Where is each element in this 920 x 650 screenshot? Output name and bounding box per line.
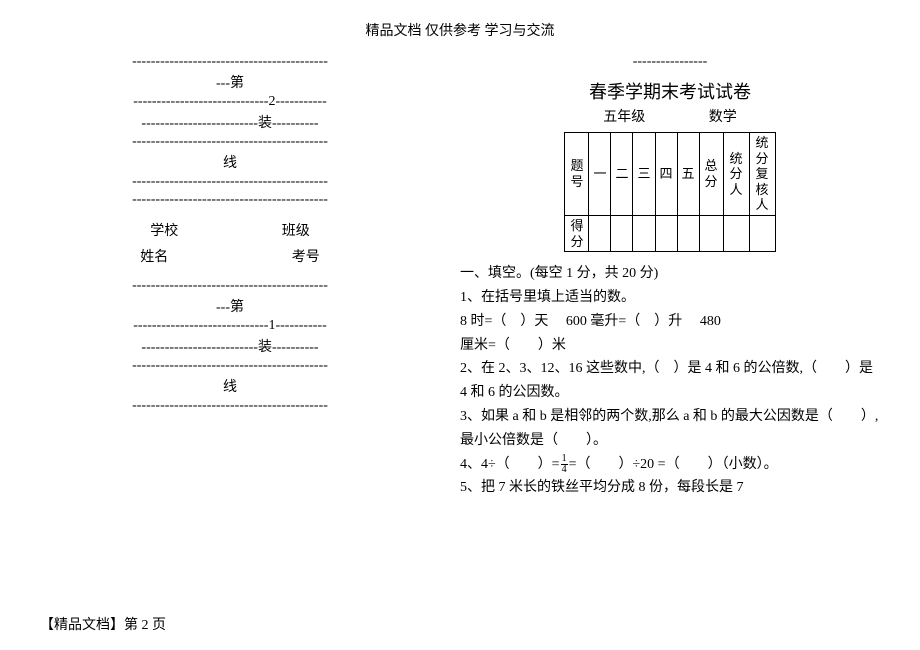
dash-num-2: -----------------------------2----------… <box>40 94 420 110</box>
exam-label: 考号 <box>292 246 320 266</box>
columns: ---------------- ------------------------… <box>40 52 880 500</box>
dash-line: ----------------------------------------… <box>40 358 420 374</box>
school-class-row: 学校 班级 <box>40 220 420 240</box>
name-exam-row: 姓名 考号 <box>40 246 420 266</box>
q1-part-c: 480 <box>700 314 721 329</box>
name-label: 姓名 <box>140 246 168 266</box>
dash-line: ----------------------------------------… <box>40 192 420 208</box>
marker-di: ---第 <box>40 72 420 92</box>
left-column: ----------------------------------------… <box>40 52 420 500</box>
cell: 三 <box>633 133 655 216</box>
cell: 统分复核人 <box>749 133 775 216</box>
zhuang-line: -------------------------装---------- <box>40 112 420 132</box>
cell <box>611 215 633 251</box>
cell: 总分 <box>699 133 723 216</box>
exam-subtitle: 五年级 数学 <box>460 106 880 126</box>
q3: 3、如果 a 和 b 是相邻的两个数,那么 a 和 b 的最大公因数是（ ）,最… <box>460 405 880 453</box>
q1-line1: 8 时=（ ）天 600 毫升=（ ）升 480 <box>460 310 880 334</box>
cell <box>655 215 677 251</box>
subject-label: 数学 <box>709 106 737 126</box>
cell: 一 <box>589 133 611 216</box>
right-column: ---------------- 春季学期末考试试卷 五年级 数学 题号 一 二… <box>460 52 880 500</box>
q1-part-a: 8 时=（ ）天 <box>460 314 548 329</box>
table-row: 得分 <box>565 215 775 251</box>
school-label: 学校 <box>150 220 178 240</box>
q4: 4、4÷（ ）=14=（ ）÷20 =（ ）（小数）。 <box>460 453 880 477</box>
q4-b: =（ ）÷20 =（ ）（小数）。 <box>569 457 778 472</box>
dash-line: ----------------------------------------… <box>40 174 420 190</box>
page-footer: 【精品文档】第 2 页 <box>40 614 166 634</box>
dash-line: ----------------------------------------… <box>40 54 420 70</box>
q4-a: 4、4÷（ ）= <box>460 457 560 472</box>
cell <box>723 215 749 251</box>
table-row: 题号 一 二 三 四 五 总分 统分人 统分复核人 <box>565 133 775 216</box>
cell: 四 <box>655 133 677 216</box>
dash-line: ----------------------------------------… <box>40 278 420 294</box>
xian-text: 线 <box>40 152 420 172</box>
zhuang-line-2: -------------------------装---------- <box>40 336 420 356</box>
cell <box>677 215 699 251</box>
cell: 得分 <box>565 215 589 251</box>
page-header: 精品文档 仅供参考 学习与交流 <box>40 20 880 40</box>
q5: 5、把 7 米长的铁丝平均分成 8 份，每段长是 7 <box>460 476 880 500</box>
dash-line: ----------------------------------------… <box>40 398 420 414</box>
cell <box>633 215 655 251</box>
marker-di-2: ---第 <box>40 296 420 316</box>
fraction-icon: 14 <box>561 454 568 475</box>
score-table: 题号 一 二 三 四 五 总分 统分人 统分复核人 得分 <box>564 132 775 252</box>
grade-label: 五年级 <box>603 106 645 126</box>
questions-body: 一、填空。(每空 1 分，共 20 分) 1、在括号里填上适当的数。 8 时=（… <box>460 262 880 500</box>
q2: 2、在 2、3、12、16 这些数中,（ ）是 4 和 6 的公倍数,（ ）是 … <box>460 357 880 405</box>
dash-num-1: -----------------------------1----------… <box>40 318 420 334</box>
cell: 五 <box>677 133 699 216</box>
cell <box>699 215 723 251</box>
cell <box>749 215 775 251</box>
cell: 二 <box>611 133 633 216</box>
dash-line: ----------------------------------------… <box>40 134 420 150</box>
q1-line2: 厘米=（ ）米 <box>460 334 880 358</box>
cell <box>589 215 611 251</box>
xian-text-2: 线 <box>40 376 420 396</box>
section-1: 一、填空。(每空 1 分，共 20 分) <box>460 262 880 286</box>
exam-title: 春季学期末考试试卷 <box>460 78 880 104</box>
cell: 题号 <box>565 133 589 216</box>
q1-part-b: 600 毫升=（ ）升 <box>566 314 682 329</box>
class-label: 班级 <box>282 220 310 240</box>
short-dash: ---------------- <box>460 54 880 70</box>
cell: 统分人 <box>723 133 749 216</box>
q1: 1、在括号里填上适当的数。 <box>460 286 880 310</box>
